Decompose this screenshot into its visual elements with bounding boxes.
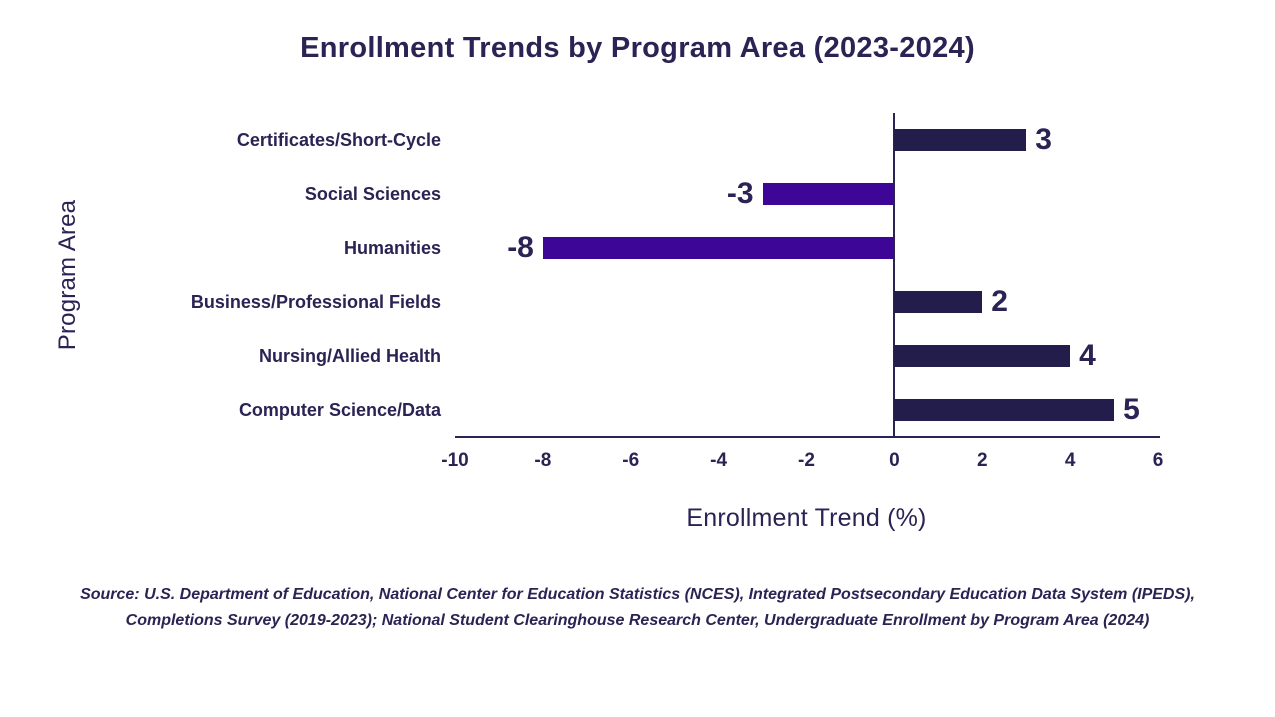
bar-computer-science-data xyxy=(894,399,1115,421)
chart-title: Enrollment Trends by Program Area (2023-… xyxy=(300,32,975,64)
x-tick--6: -6 xyxy=(622,450,640,471)
x-tick-2: 2 xyxy=(976,450,988,471)
x-tick--8: -8 xyxy=(534,450,552,471)
source-note: Source: U.S. Department of Education, Na… xyxy=(0,582,1275,634)
bar-value-label: 4 xyxy=(1079,339,1096,372)
bar-business-professional-fields xyxy=(894,291,983,313)
category-label-social-sciences: Social Sciences xyxy=(304,184,441,204)
bar-value-label: 5 xyxy=(1123,393,1140,426)
x-tick--10: -10 xyxy=(441,450,469,471)
zero-line xyxy=(893,113,896,437)
category-label-certificates-short-cycle: Certificates/Short-Cycle xyxy=(236,130,441,150)
source-line-2: Completions Survey (2019-2023); National… xyxy=(125,612,1150,629)
x-tick-6: 6 xyxy=(1152,450,1164,471)
x-tick--4: -4 xyxy=(710,450,728,471)
x-tick--2: -2 xyxy=(798,450,815,471)
x-axis-line xyxy=(455,436,1160,438)
bar-nursing-allied-health xyxy=(894,345,1071,367)
bar-value-label: 2 xyxy=(991,285,1008,318)
category-label-nursing-allied-health: Nursing/Allied Health xyxy=(258,346,441,366)
x-tick-0: 0 xyxy=(889,450,900,471)
category-label-humanities: Humanities xyxy=(343,238,441,258)
x-axis-title: Enrollment Trend (%) xyxy=(686,504,927,532)
category-label-business-professional-fields: Business/Professional Fields xyxy=(190,292,441,312)
x-tick-labels: -10 -8 -6 -4 -2 0 2 4 6 xyxy=(441,450,1163,480)
bar-value-label: 3 xyxy=(1035,123,1052,156)
bar-social-sciences xyxy=(762,183,895,205)
bar-value-label: -3 xyxy=(726,177,754,210)
category-labels: Certificates/Short-Cycle Social Sciences H… xyxy=(0,113,441,437)
bar-certificates-short-cycle xyxy=(894,129,1027,151)
category-label-computer-science-data: Computer Science/Data xyxy=(238,400,441,420)
plot-area: 3 -3 -8 2 4 5 xyxy=(455,113,1158,437)
source-line-1: Source: U.S. Department of Education, Na… xyxy=(80,586,1195,603)
bar-humanities xyxy=(542,237,895,259)
x-tick-4: 4 xyxy=(1064,450,1076,471)
bar-value-label: -8 xyxy=(507,231,534,264)
